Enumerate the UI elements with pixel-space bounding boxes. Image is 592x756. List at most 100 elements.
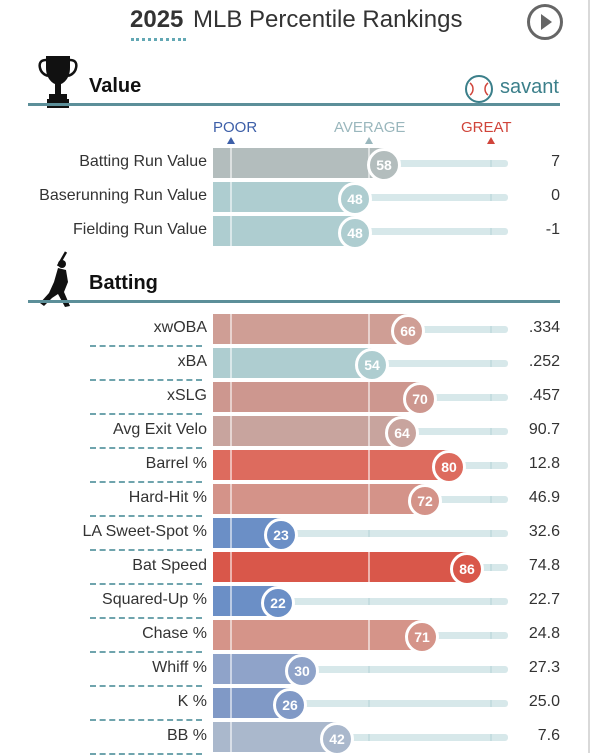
bar-tick [230, 654, 232, 684]
stat-value-baserunning-run-value: 0 [551, 187, 560, 204]
track-tick [490, 564, 492, 571]
percentile-badge[interactable]: 30 [285, 654, 319, 688]
metric-label-bat-speed: Bat Speed [132, 557, 207, 574]
stat-value-xba: .252 [528, 353, 560, 370]
track-tick [490, 160, 492, 167]
metric-label-xslg: xSLG [166, 387, 207, 404]
track-tick [368, 530, 370, 537]
percentile-badge[interactable]: 26 [273, 688, 307, 722]
bar-tick [230, 722, 232, 752]
bar-tick [230, 416, 232, 446]
percentile-badge[interactable]: 72 [408, 484, 442, 518]
bar-tick [230, 216, 232, 246]
percentile-track [213, 598, 508, 605]
row-divider [90, 549, 202, 551]
percentile-track [213, 666, 508, 673]
percentile-bar-xba[interactable] [213, 348, 372, 378]
stat-value-hard-hit: 46.9 [528, 489, 560, 506]
title-underline [131, 38, 186, 41]
track-tick [490, 734, 492, 741]
percentile-track [213, 700, 508, 707]
row-divider [90, 481, 202, 483]
percentile-bar-hard-hit[interactable] [213, 484, 425, 514]
stat-value-la-sweet-spot: 32.6 [528, 523, 560, 540]
bar-tick [368, 416, 370, 446]
percentile-badge[interactable]: 54 [355, 348, 389, 382]
track-tick [490, 598, 492, 605]
percentile-bar-baserunning-run-value[interactable] [213, 182, 355, 212]
row-divider [90, 583, 202, 585]
percentile-bar-batting-run-value[interactable] [213, 148, 384, 178]
percentile-bar-barrel[interactable] [213, 450, 449, 480]
scale-great: GREAT [461, 119, 512, 136]
track-tick [490, 394, 492, 401]
metric-label-xwoba: xwOBA [153, 319, 207, 336]
track-tick [368, 734, 370, 741]
percentile-badge[interactable]: 42 [320, 722, 354, 756]
track-tick [368, 700, 370, 707]
scale-poor: POOR [213, 119, 258, 136]
metric-label-fielding-run-value: Fielding Run Value [72, 221, 207, 238]
track-tick [490, 530, 492, 537]
stat-value-barrel: 12.8 [528, 455, 560, 472]
bar-tick [230, 552, 232, 582]
row-divider [90, 753, 202, 755]
bar-tick [230, 518, 232, 548]
percentile-badge[interactable]: 58 [367, 148, 401, 182]
percentile-badge[interactable]: 64 [385, 416, 419, 450]
percentile-badge[interactable]: 22 [261, 586, 295, 620]
percentile-bar-bat-speed[interactable] [213, 552, 467, 582]
savant-brand[interactable]: savant [500, 76, 559, 98]
row-divider [90, 719, 202, 721]
metric-label-barrel: Barrel % [145, 455, 207, 472]
bar-tick [230, 586, 232, 616]
bar-tick [368, 382, 370, 412]
title-text: MLB Percentile Rankings [193, 6, 463, 33]
play-icon [541, 14, 552, 30]
savant-logo-icon [465, 75, 493, 103]
bar-tick [368, 620, 370, 650]
track-tick [490, 326, 492, 333]
track-tick [490, 632, 492, 639]
scale-average: AVERAGE [334, 119, 406, 136]
percentile-badge[interactable]: 23 [264, 518, 298, 552]
track-tick [490, 228, 492, 235]
metric-label-batting-run-value: Batting Run Value [79, 153, 207, 170]
play-button[interactable] [527, 4, 563, 40]
bar-tick [230, 382, 232, 412]
section-title-batting: Batting [89, 272, 158, 294]
row-divider [90, 413, 202, 415]
stat-value-avg-exit-velo: 90.7 [528, 421, 560, 438]
bar-tick [230, 148, 232, 178]
scale-great-arrow [487, 137, 495, 144]
bar-tick [368, 450, 370, 480]
metric-label-k: K % [177, 693, 207, 710]
bar-tick [230, 620, 232, 650]
percentile-badge[interactable]: 48 [338, 216, 372, 250]
percentile-badge[interactable]: 48 [338, 182, 372, 216]
metric-label-bb: BB % [166, 727, 207, 744]
track-tick [490, 360, 492, 367]
percentile-bar-xslg[interactable] [213, 382, 420, 412]
percentile-bar-chase[interactable] [213, 620, 422, 650]
section-rule-batting [28, 300, 560, 303]
percentile-badge[interactable]: 86 [450, 552, 484, 586]
metric-label-la-sweet-spot: LA Sweet-Spot % [82, 523, 207, 540]
batter-icon [40, 251, 70, 307]
row-divider [90, 515, 202, 517]
stat-value-whiff: 27.3 [528, 659, 560, 676]
percentile-badge[interactable]: 66 [391, 314, 425, 348]
metric-label-avg-exit-velo: Avg Exit Velo [113, 421, 207, 438]
percentile-bar-fielding-run-value[interactable] [213, 216, 355, 246]
bar-tick [230, 182, 232, 212]
row-divider [90, 447, 202, 449]
track-tick [490, 666, 492, 673]
stat-value-batting-run-value: 7 [551, 153, 560, 170]
percentile-badge[interactable]: 71 [405, 620, 439, 654]
percentile-bar-bb[interactable] [213, 722, 337, 752]
percentile-bar-avg-exit-velo[interactable] [213, 416, 402, 446]
percentile-badge[interactable]: 80 [432, 450, 466, 484]
percentile-badge[interactable]: 70 [403, 382, 437, 416]
percentile-bar-xwoba[interactable] [213, 314, 408, 344]
track-tick [490, 462, 492, 469]
